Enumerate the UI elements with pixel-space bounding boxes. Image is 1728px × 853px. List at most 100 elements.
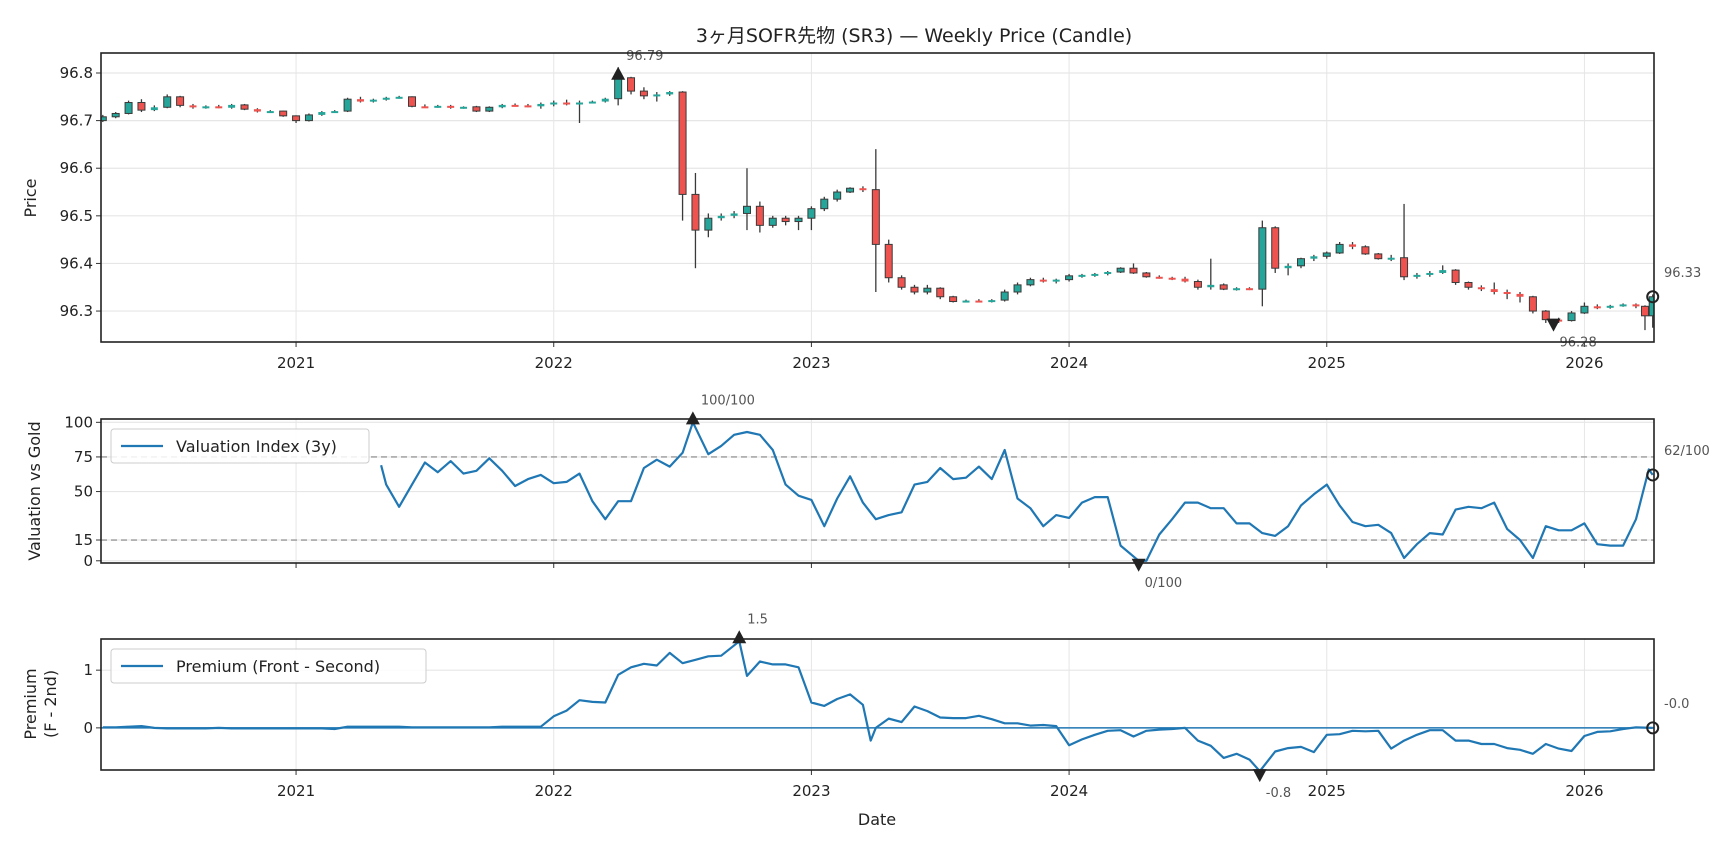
candle-body bbox=[434, 105, 442, 108]
candle-body bbox=[511, 104, 519, 107]
candle bbox=[1593, 304, 1601, 310]
max-annotation-label: 1.5 bbox=[747, 612, 768, 627]
candle-body bbox=[1387, 257, 1395, 260]
candle-body bbox=[537, 103, 545, 107]
candle-body bbox=[1129, 267, 1138, 274]
candle-body bbox=[1451, 269, 1460, 283]
candle bbox=[1207, 258, 1215, 290]
candle bbox=[228, 103, 236, 109]
candle-body bbox=[101, 116, 107, 122]
candle-body bbox=[1258, 227, 1267, 290]
candle bbox=[1503, 289, 1511, 300]
candle bbox=[1193, 279, 1202, 290]
candle-body bbox=[498, 104, 506, 108]
candle bbox=[1181, 276, 1189, 283]
candle bbox=[781, 215, 790, 226]
candle bbox=[266, 110, 274, 114]
candle bbox=[936, 287, 945, 300]
candle bbox=[988, 299, 996, 303]
candle-body bbox=[1310, 256, 1318, 259]
legend-label: Premium (Front - Second) bbox=[176, 657, 380, 676]
candle bbox=[846, 187, 855, 193]
candle-body bbox=[910, 286, 919, 293]
candle bbox=[1632, 303, 1640, 309]
candle bbox=[1065, 273, 1074, 282]
candle-body bbox=[975, 300, 983, 303]
candle bbox=[176, 95, 185, 108]
candle bbox=[1528, 295, 1537, 314]
candle-body bbox=[189, 105, 197, 108]
candle-body bbox=[1619, 304, 1627, 307]
candle bbox=[1477, 285, 1485, 292]
candle bbox=[1219, 283, 1228, 291]
candle bbox=[1091, 272, 1099, 277]
candle-body bbox=[1632, 304, 1640, 307]
candle-body bbox=[472, 106, 481, 112]
candle-body bbox=[1349, 244, 1357, 247]
candle-body bbox=[614, 77, 623, 100]
candle bbox=[421, 104, 429, 109]
last-annotation-label: -0.0 bbox=[1664, 697, 1689, 712]
candle-body bbox=[1104, 272, 1112, 275]
series-line bbox=[102, 640, 1653, 773]
candle-body bbox=[1039, 279, 1047, 282]
candle bbox=[331, 110, 339, 114]
candle-body bbox=[1400, 257, 1409, 278]
x-tick-label: 2026 bbox=[1565, 354, 1603, 372]
candle bbox=[279, 110, 288, 117]
candle bbox=[717, 213, 725, 221]
candle-body bbox=[485, 106, 494, 112]
candle-body bbox=[627, 77, 636, 92]
candle-body bbox=[124, 102, 133, 114]
x-tick-label: 2026 bbox=[1565, 782, 1603, 800]
candle-body bbox=[1284, 265, 1292, 269]
candle bbox=[807, 206, 816, 231]
candle-body bbox=[936, 287, 945, 298]
candle-body bbox=[1464, 281, 1473, 288]
candle-body bbox=[781, 217, 790, 223]
candle bbox=[447, 104, 455, 109]
candle-body bbox=[1541, 310, 1550, 321]
y-tick-label: 50 bbox=[74, 483, 93, 501]
y-tick-label: 96.5 bbox=[60, 207, 93, 225]
candle bbox=[1013, 282, 1022, 295]
candle bbox=[1541, 310, 1550, 323]
min-annotation-label: -0.8 bbox=[1266, 786, 1291, 801]
max-marker-triangle-up bbox=[611, 66, 626, 80]
min-annotation-label: 96.28 bbox=[1560, 336, 1597, 351]
price-panel: 96.3 96.4 96.5 96.6 96.7 96.8 2021 2022 2023 2024… bbox=[60, 49, 1702, 372]
candle bbox=[202, 105, 210, 109]
x-tick-label: 2024 bbox=[1050, 782, 1088, 800]
candle-body bbox=[691, 193, 700, 231]
candle bbox=[1451, 269, 1460, 285]
candle bbox=[1490, 282, 1498, 295]
candle-body bbox=[1640, 305, 1649, 317]
x-tick-label: 2023 bbox=[792, 782, 830, 800]
x-tick-label: 2023 bbox=[792, 354, 830, 372]
candle-body bbox=[1503, 292, 1511, 295]
last-annotation-label: 62/100 bbox=[1664, 444, 1710, 459]
candle bbox=[253, 108, 261, 113]
y-tick-label: 1 bbox=[83, 661, 93, 679]
chart-title: 3ヶ月SOFR先物 (SR3) — Weekly Price (Candle) bbox=[696, 25, 1132, 47]
candle bbox=[369, 98, 377, 103]
candle-body bbox=[794, 217, 803, 223]
candle-body bbox=[382, 97, 390, 100]
candle bbox=[304, 113, 313, 122]
y-tick-label: 75 bbox=[74, 448, 93, 466]
candle bbox=[910, 284, 919, 295]
y-tick-label: 96.4 bbox=[60, 254, 93, 272]
candle bbox=[472, 105, 481, 113]
candle-body bbox=[1207, 284, 1215, 288]
candle bbox=[794, 215, 803, 231]
candle-body bbox=[550, 102, 558, 105]
candle-body bbox=[1052, 279, 1060, 282]
valuation-y-axis-label: Valuation vs Gold bbox=[25, 421, 44, 560]
candle-body bbox=[871, 189, 880, 245]
candle-body bbox=[846, 187, 855, 193]
candle-body bbox=[717, 215, 725, 219]
candle bbox=[1361, 245, 1370, 255]
candle bbox=[601, 97, 609, 103]
x-tick-label: 2022 bbox=[535, 782, 573, 800]
candle-body bbox=[923, 287, 932, 293]
